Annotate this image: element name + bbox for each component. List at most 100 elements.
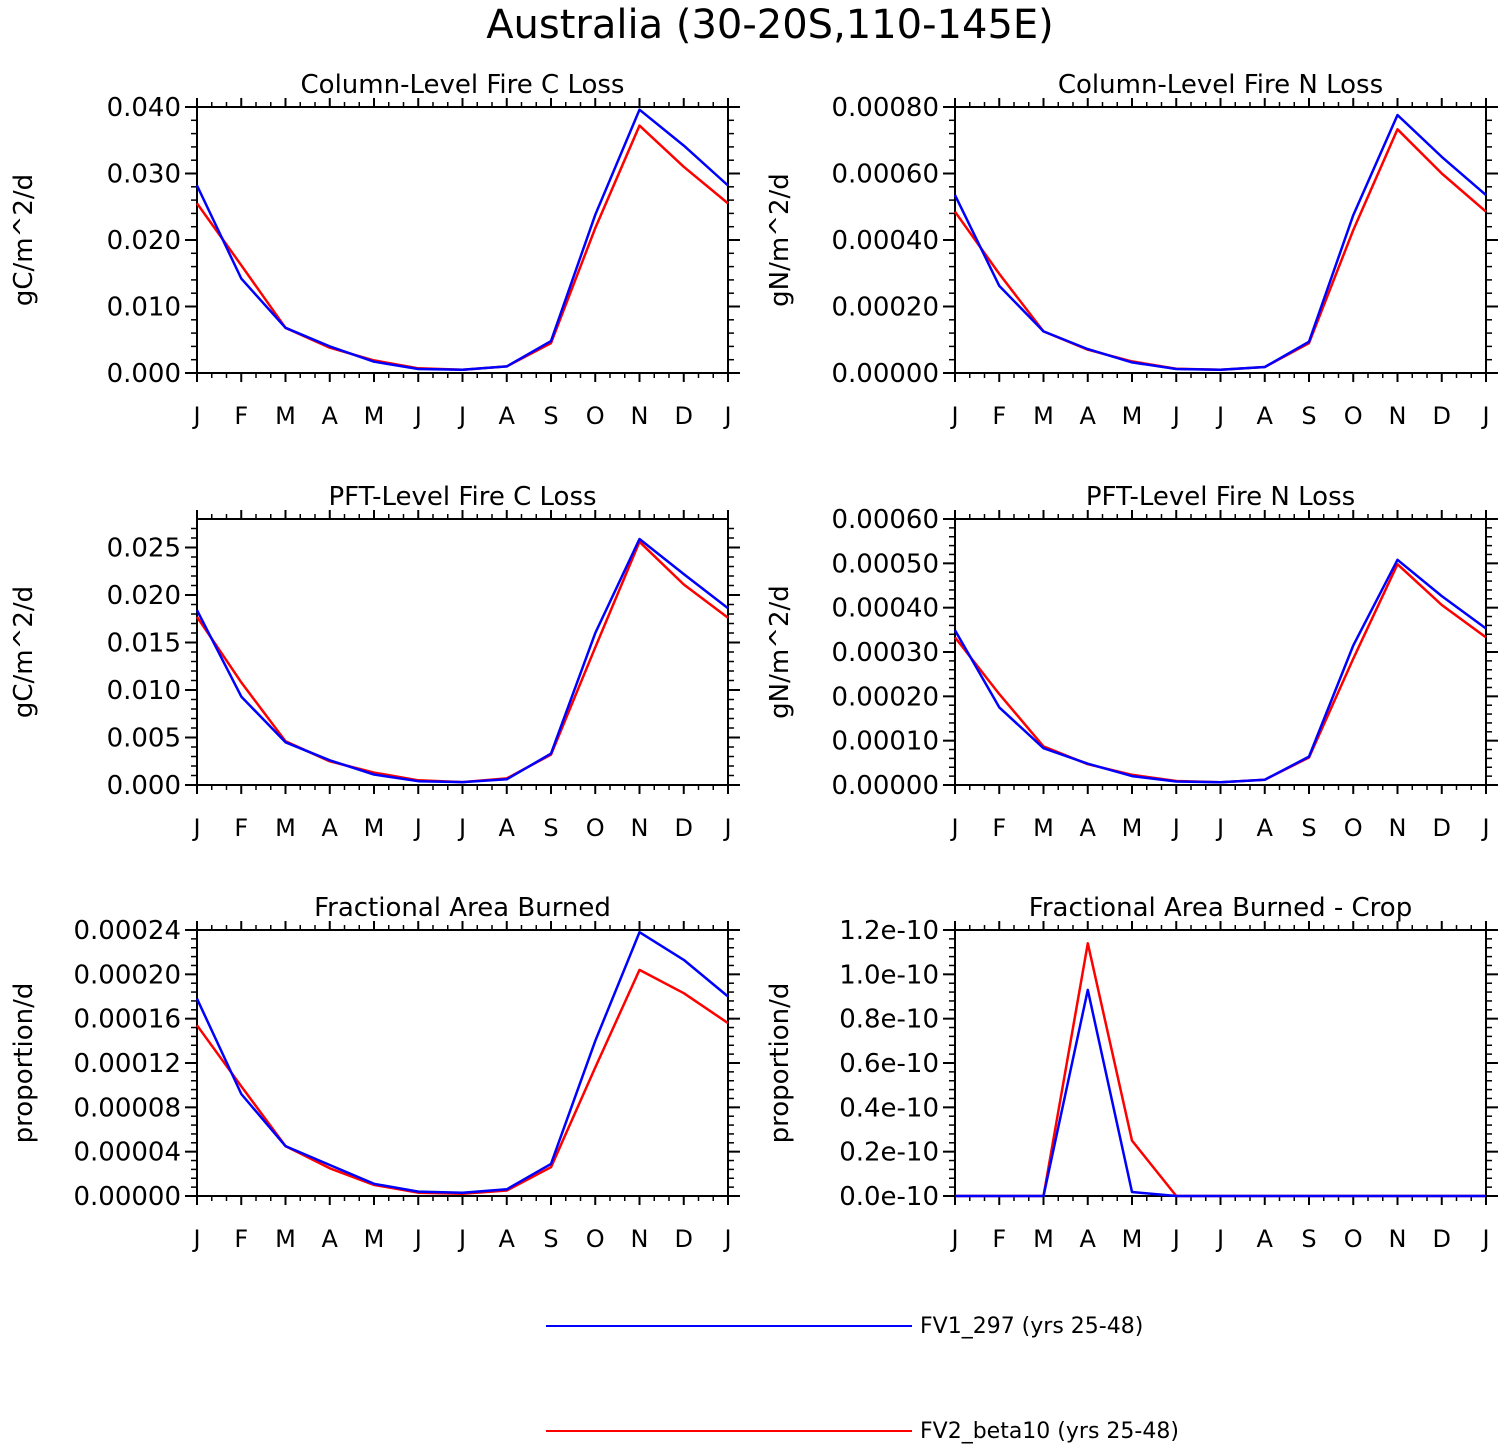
y-tick-label: 0.00012 (73, 1049, 181, 1079)
x-tick-label: S (1301, 1225, 1316, 1253)
x-tick-label: D (1433, 1225, 1451, 1253)
series-line-fv2-beta10 (953, 128, 1487, 371)
x-tick-label: A (499, 1225, 516, 1253)
chart-panel-2: J F M A M J J A S O N D J0.000000.000200.000400.0006… (765, 70, 1498, 430)
y-tick-label: 0.4e-10 (839, 1093, 939, 1123)
series-line-fv1-297 (953, 113, 1487, 371)
y-axis-label: gC/m^2/d (9, 174, 39, 306)
y-tick-label: 1.0e-10 (839, 960, 939, 990)
x-tick-label: J (191, 1225, 200, 1253)
x-tick-label: M (364, 402, 385, 430)
x-tick-label: M (1122, 1225, 1143, 1253)
series-line-fv1-297 (195, 108, 729, 371)
x-tick-label: F (992, 1225, 1006, 1253)
x-tick-label: M (275, 402, 296, 430)
x-tick-label: M (275, 814, 296, 842)
legend-label-series1: FV1_297 (yrs 25-48) (920, 1314, 1143, 1339)
y-tick-label: 0.00030 (831, 638, 939, 668)
plot-frame (196, 518, 729, 786)
x-tick-label: N (631, 402, 649, 430)
plot-frame (954, 106, 1487, 374)
x-tick-label: A (322, 1225, 339, 1253)
y-tick-label: 0.8e-10 (839, 1005, 939, 1035)
x-tick-label: A (322, 402, 339, 430)
plot-frame (196, 106, 729, 374)
y-axis-label: proportion/d (9, 983, 39, 1144)
x-tick-label: O (1344, 814, 1363, 842)
y-tick-label: 0.000 (107, 771, 181, 801)
y-tick-label: 0.00060 (831, 160, 939, 190)
x-tick-label: J (949, 814, 958, 842)
x-tick-label: A (1080, 1225, 1097, 1253)
y-tick-label: 0.015 (107, 629, 181, 659)
x-tick-label: M (1122, 402, 1143, 430)
y-tick-label: 1.2e-10 (839, 916, 939, 946)
x-tick-label: O (1344, 402, 1363, 430)
y-tick-label: 0.00060 (831, 505, 939, 535)
series-line-fv2-beta10 (955, 942, 1486, 1198)
x-tick-label: F (234, 402, 248, 430)
y-tick-label: 0.025 (107, 534, 181, 564)
x-tick-label: J (1171, 1225, 1180, 1253)
x-tick-label: J (1171, 814, 1180, 842)
x-tick-label: J (457, 814, 466, 842)
y-tick-label: 0.00008 (73, 1093, 181, 1123)
x-tick-label: S (543, 402, 558, 430)
x-tick-label: O (586, 814, 605, 842)
x-tick-label: S (1301, 402, 1316, 430)
series-line-fv2-beta10 (954, 562, 1487, 784)
y-tick-label: 0.040 (107, 93, 181, 123)
y-tick-label: 0.020 (107, 581, 181, 611)
x-tick-label: J (1480, 402, 1489, 430)
x-tick-label: J (949, 402, 958, 430)
plot-frame (196, 929, 729, 1197)
x-tick-label: J (1215, 1225, 1224, 1253)
panels: J F M A M J J A S O N D J0.0000.0100.0200.0300.040Co… (9, 70, 1498, 1253)
x-tick-label: O (1344, 1225, 1363, 1253)
y-tick-label: 0.00040 (831, 226, 939, 256)
x-tick-label: A (1257, 402, 1274, 430)
y-tick-label: 0.00004 (73, 1138, 181, 1168)
x-tick-label: F (992, 402, 1006, 430)
series-line-fv1-297 (195, 930, 729, 1194)
x-tick-label: F (234, 814, 248, 842)
chart-panel-6: J F M A M J J A S O N D J0.0e-100.2e-100.4e-100.6e-1… (765, 893, 1498, 1253)
x-tick-label: J (1215, 402, 1224, 430)
y-tick-label: 0.00010 (831, 727, 939, 757)
x-tick-label: J (413, 1225, 422, 1253)
panel-title: PFT-Level Fire C Loss (328, 482, 596, 512)
x-tick-label: J (722, 402, 731, 430)
y-tick-label: 0.00000 (831, 771, 939, 801)
y-tick-label: 0.00020 (73, 960, 181, 990)
panel-title: Column-Level Fire N Loss (1058, 70, 1383, 100)
x-tick-label: S (1301, 814, 1316, 842)
x-tick-label: M (364, 1225, 385, 1253)
y-tick-label: 0.000 (107, 359, 181, 389)
x-tick-label: A (1257, 1225, 1274, 1253)
x-tick-label: A (1080, 402, 1097, 430)
y-tick-label: 0.6e-10 (839, 1049, 939, 1079)
y-tick-label: 0.00050 (831, 549, 939, 579)
x-tick-label: M (1033, 814, 1054, 842)
y-tick-label: 0.00020 (831, 682, 939, 712)
x-tick-label: O (586, 402, 605, 430)
x-tick-label: J (457, 1225, 466, 1253)
x-tick-label: A (499, 402, 516, 430)
y-tick-label: 0.00080 (831, 93, 939, 123)
chart-panel-4: J F M A M J J A S O N D J0.000000.000100.000200.0003… (765, 482, 1498, 842)
y-tick-label: 0.00000 (73, 1182, 181, 1212)
x-tick-label: N (1389, 402, 1407, 430)
figure-title: Australia (30-20S,110-145E) (486, 2, 1054, 48)
x-tick-label: S (543, 814, 558, 842)
x-tick-label: M (364, 814, 385, 842)
x-tick-label: N (631, 814, 649, 842)
y-axis-label: proportion/d (765, 983, 795, 1144)
x-tick-label: N (1389, 1225, 1407, 1253)
series-line-fv2-beta10 (195, 968, 729, 1196)
x-tick-label: M (1033, 1225, 1054, 1253)
y-axis-label: gN/m^2/d (765, 585, 795, 719)
y-tick-label: 0.0e-10 (839, 1182, 939, 1212)
x-tick-label: M (1033, 402, 1054, 430)
legend-label-series2: FV2_beta10 (yrs 25-48) (920, 1419, 1179, 1444)
series-line-fv1-297 (195, 537, 729, 784)
